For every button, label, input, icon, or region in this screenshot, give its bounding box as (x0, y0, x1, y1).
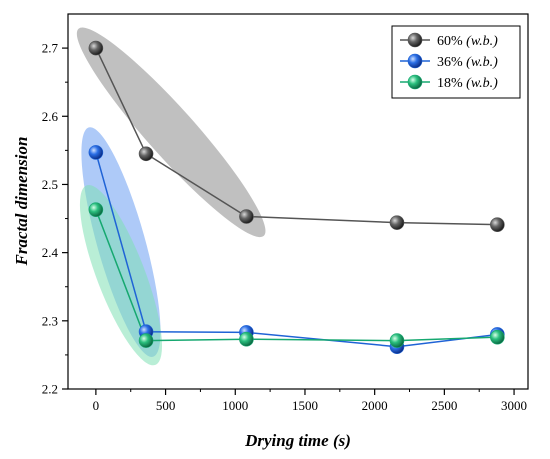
highlight-ellipses (76, 27, 266, 366)
legend-label: 18% (w.b.) (437, 76, 498, 91)
data-point (88, 202, 104, 217)
y-tick-label: 2.5 (42, 177, 58, 192)
highlight-ellipse (76, 27, 266, 238)
data-point (88, 145, 104, 160)
data-point (239, 331, 254, 347)
legend: 60% (w.b.) 36% (w.b.) 18% (w.b.) (391, 25, 521, 99)
legend-marker (407, 74, 423, 90)
legend-marker (407, 53, 423, 69)
x-tick-label: 1000 (222, 398, 248, 413)
plot-frame (67, 13, 529, 390)
y-axis-title: Fractal dimension (12, 137, 31, 267)
y-tick-label: 2.6 (42, 109, 59, 124)
y-tick-label: 2.4 (42, 245, 59, 260)
y-tick-label: 2.2 (42, 382, 58, 397)
data-point (389, 215, 405, 230)
legend-marker (407, 32, 423, 48)
y-axis: 2.2 2.3 2.4 2.5 2.6 2.7 (42, 41, 68, 397)
data-point (389, 333, 405, 348)
data-point (239, 209, 254, 224)
x-tick-label: 3000 (501, 398, 527, 413)
x-axis: 0 500 1000 1500 2000 2500 3000 (93, 389, 527, 413)
x-axis-title: Drying time (s) (244, 431, 351, 450)
x-tick-label: 1500 (292, 398, 318, 413)
x-tick-label: 500 (156, 398, 176, 413)
y-tick-label: 2.3 (42, 313, 58, 328)
data-point (490, 217, 505, 232)
y-tick-label: 2.7 (42, 41, 59, 56)
data-point (138, 333, 154, 348)
x-tick-label: 2000 (362, 398, 388, 413)
legend-label: 60% (w.b.) (437, 34, 498, 49)
series-markers (88, 40, 505, 355)
legend-label: 36% (w.b.) (437, 55, 498, 70)
x-tick-label: 0 (93, 398, 100, 413)
data-point (88, 40, 104, 56)
data-point (138, 146, 154, 162)
x-tick-label: 2500 (431, 398, 457, 413)
data-point (490, 329, 505, 345)
